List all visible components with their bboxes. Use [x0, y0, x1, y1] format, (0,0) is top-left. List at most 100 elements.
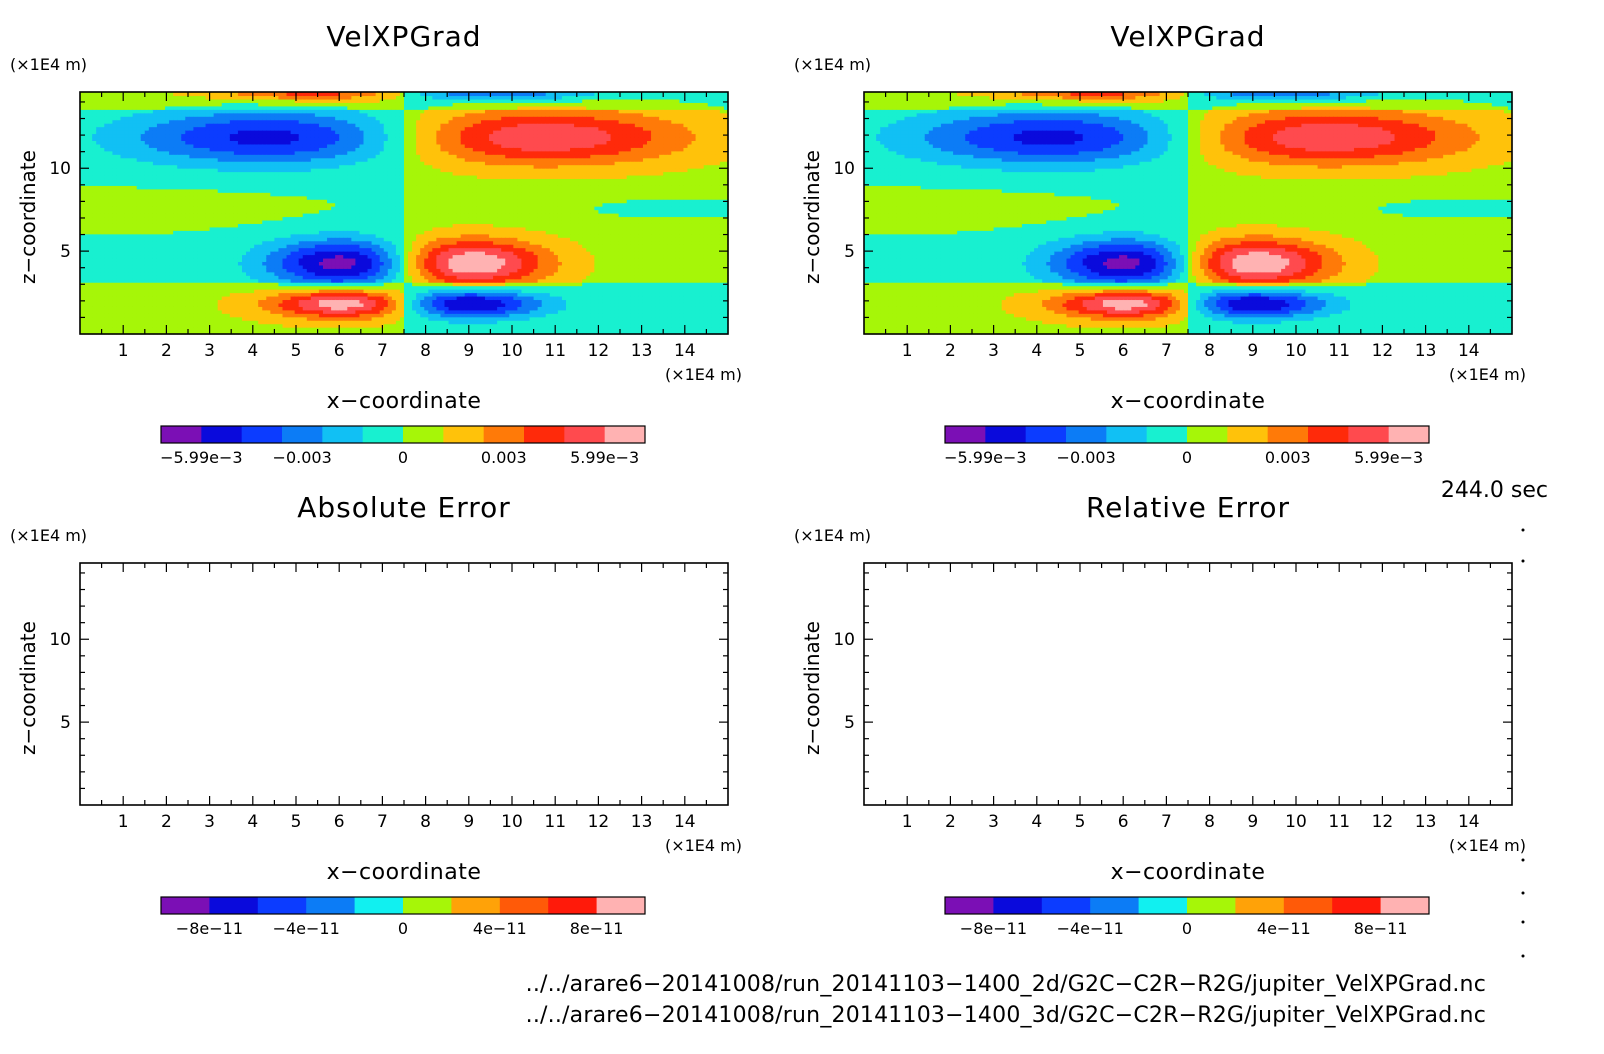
field-cell — [88, 181, 93, 186]
field-cell — [201, 181, 207, 186]
field-cell — [217, 95, 223, 100]
field-cell — [286, 98, 292, 103]
field-cell — [209, 240, 215, 245]
field-cell — [205, 264, 211, 269]
field-cell — [84, 98, 89, 103]
field-cell — [347, 268, 352, 273]
field-cell — [201, 264, 207, 269]
field-cell — [92, 98, 97, 103]
field-cell — [92, 323, 97, 328]
field-cell — [242, 309, 247, 314]
field-cell — [250, 257, 255, 262]
field-cell — [327, 261, 332, 266]
field-cell — [140, 98, 146, 103]
field-cell — [161, 223, 166, 228]
field-cell — [136, 244, 142, 249]
field-cell — [306, 240, 312, 245]
field-cell — [185, 292, 190, 297]
field-cell — [92, 126, 97, 131]
field-cell — [189, 154, 194, 159]
field-cell — [302, 275, 308, 280]
field-cell — [233, 216, 239, 221]
field-cell — [112, 181, 118, 186]
field-cell — [140, 123, 146, 128]
field-cell — [363, 126, 369, 131]
field-cell — [274, 285, 280, 290]
field-cell — [124, 195, 130, 200]
field-cell — [363, 202, 369, 207]
field-cell — [165, 264, 170, 269]
field-cell — [302, 261, 308, 266]
field-cell — [140, 105, 146, 110]
field-cell — [250, 188, 255, 193]
field-cell — [148, 213, 154, 218]
field-cell — [136, 136, 142, 141]
field-cell — [120, 102, 126, 107]
field-cell — [221, 244, 227, 249]
field-cell — [347, 306, 352, 311]
field-cell — [205, 171, 211, 176]
field-cell — [331, 285, 336, 290]
field-cell — [177, 219, 182, 224]
field-cell — [213, 147, 219, 152]
field-cell — [213, 254, 219, 259]
field-cell — [156, 168, 162, 173]
field-cell — [237, 282, 243, 287]
field-cell — [306, 213, 312, 218]
field-cell — [250, 295, 255, 301]
field-cell — [294, 244, 300, 249]
field-cell — [314, 181, 320, 186]
field-cell — [132, 323, 138, 328]
field-cell — [120, 206, 126, 211]
field-cell — [278, 295, 284, 301]
field-cell — [331, 278, 336, 283]
field-cell — [294, 123, 300, 128]
field-cell — [242, 327, 247, 332]
field-cell — [270, 116, 275, 121]
field-cell — [92, 306, 97, 311]
field-cell — [165, 109, 170, 114]
field-cell — [124, 154, 130, 159]
field-cell — [84, 116, 89, 121]
field-cell — [152, 327, 158, 332]
field-cell — [185, 185, 190, 190]
field-cell — [165, 174, 170, 180]
field-cell — [359, 192, 365, 197]
field-cell — [250, 313, 255, 318]
field-cell — [351, 157, 356, 162]
field-cell — [88, 174, 93, 180]
field-cell — [229, 140, 235, 145]
field-cell — [314, 195, 320, 200]
field-cell — [116, 271, 122, 276]
field-cell — [136, 195, 142, 200]
field-cell — [306, 323, 312, 328]
field-cell — [335, 130, 340, 135]
field-cell — [363, 140, 369, 145]
field-cell — [294, 327, 300, 332]
field-cell — [217, 157, 223, 162]
field-cell — [213, 92, 219, 97]
field-cell — [327, 247, 332, 252]
field-cell — [144, 109, 150, 114]
field-cell — [209, 223, 215, 228]
field-cell — [177, 161, 182, 166]
field-cell — [339, 116, 344, 121]
field-cell — [278, 174, 284, 180]
field-cell — [270, 181, 275, 186]
field-cell — [327, 299, 332, 304]
field-cell — [254, 216, 259, 221]
field-cell — [120, 289, 126, 294]
field-cell — [323, 157, 328, 162]
field-cell — [140, 257, 146, 262]
field-cell — [258, 174, 263, 180]
field-cell — [347, 102, 352, 107]
field-cell — [205, 251, 211, 256]
field-cell — [209, 140, 215, 145]
field-cell — [201, 188, 207, 193]
field-cell — [181, 105, 186, 110]
field-cell — [161, 185, 166, 190]
field-cell — [92, 123, 97, 128]
field-cell — [116, 261, 122, 266]
field-cell — [104, 285, 109, 290]
field-cell — [88, 157, 93, 162]
